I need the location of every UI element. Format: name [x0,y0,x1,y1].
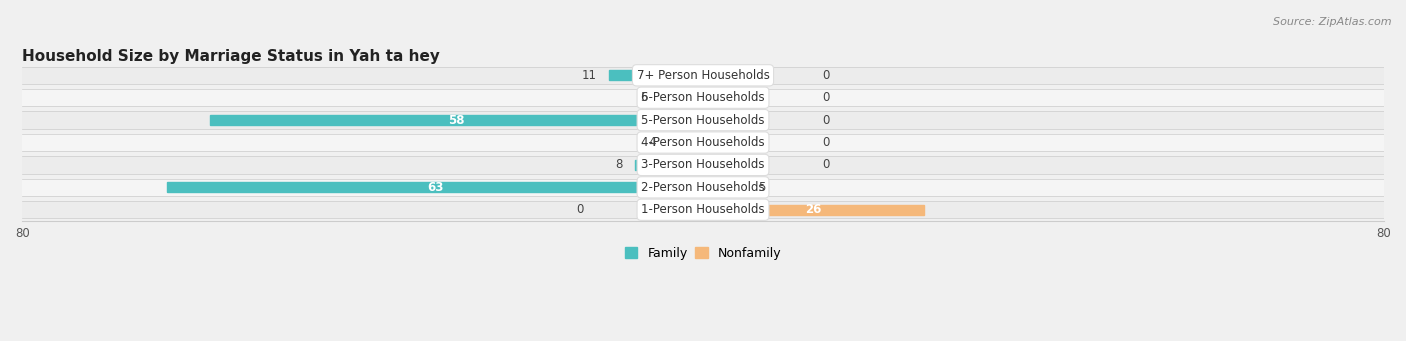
Bar [22,201,1384,219]
Bar [703,182,745,192]
Text: 5: 5 [640,91,648,104]
Bar [661,92,703,103]
Text: 0: 0 [823,159,830,172]
Bar [669,137,703,148]
Bar [22,66,1384,84]
Text: 0: 0 [576,203,583,216]
Bar [22,156,1384,174]
Text: 3-Person Households: 3-Person Households [641,159,765,172]
Text: 0: 0 [823,114,830,127]
Bar [22,112,1384,129]
Text: 63: 63 [427,181,443,194]
Text: 1-Person Households: 1-Person Households [641,203,765,216]
Bar [167,182,703,192]
Text: 5-Person Households: 5-Person Households [641,114,765,127]
Text: 0: 0 [823,69,830,82]
Bar [609,70,703,80]
Legend: Family, Nonfamily: Family, Nonfamily [620,242,786,265]
Text: 58: 58 [449,114,464,127]
Bar [22,179,1384,196]
Bar [209,115,703,125]
Bar [636,160,703,170]
Text: Source: ZipAtlas.com: Source: ZipAtlas.com [1274,17,1392,27]
Text: 11: 11 [582,69,596,82]
Text: 8: 8 [614,159,623,172]
Bar [22,134,1384,151]
Text: 5: 5 [758,181,766,194]
Text: Household Size by Marriage Status in Yah ta hey: Household Size by Marriage Status in Yah… [22,49,440,64]
Text: 2-Person Households: 2-Person Households [641,181,765,194]
Bar [22,89,1384,106]
Text: 26: 26 [806,203,821,216]
Text: 0: 0 [823,136,830,149]
Text: 6-Person Households: 6-Person Households [641,91,765,104]
Text: 4: 4 [648,136,657,149]
Bar [703,205,924,215]
Text: 0: 0 [823,91,830,104]
Text: 7+ Person Households: 7+ Person Households [637,69,769,82]
Text: 4-Person Households: 4-Person Households [641,136,765,149]
